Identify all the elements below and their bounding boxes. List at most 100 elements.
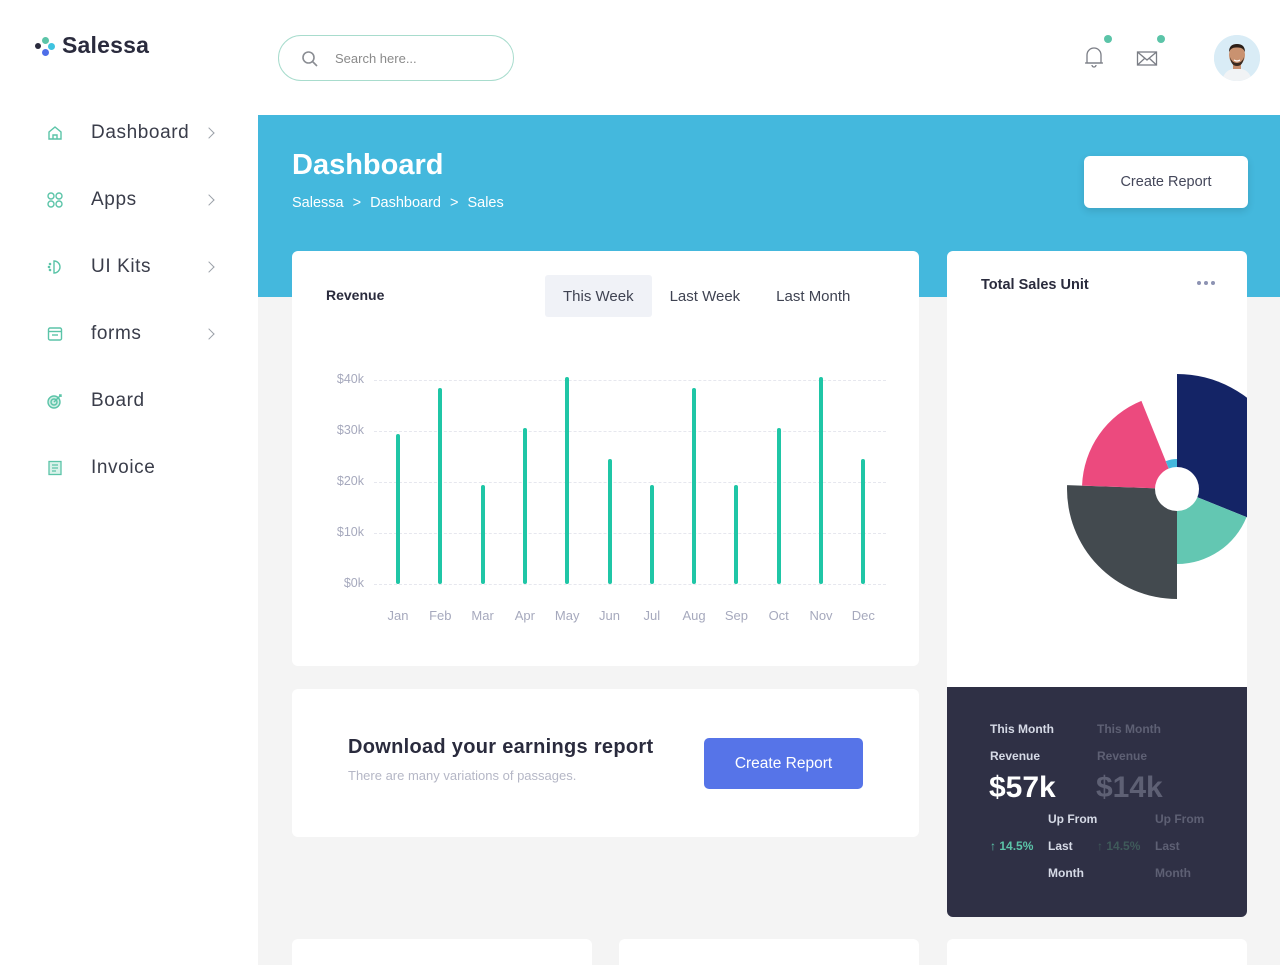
arrow-up-icon: ↑ <box>1097 839 1103 853</box>
x-axis-tick: Apr <box>514 608 535 623</box>
polar-segment[interactable] <box>1067 485 1177 599</box>
chevron-right-icon <box>203 194 215 206</box>
arrow-up-icon: ↑ <box>990 839 996 853</box>
bottom-card <box>292 939 592 965</box>
bar-mar[interactable] <box>480 484 485 584</box>
bar-jan[interactable] <box>396 433 400 584</box>
sidebar-item-board[interactable]: Board <box>44 381 224 421</box>
sidebar-item-label: Dashboard <box>91 122 190 143</box>
stat-up-from: Up From <box>1048 812 1098 826</box>
bottom-card <box>947 939 1247 965</box>
stat-month: Month <box>1048 866 1084 880</box>
stat-last: Last <box>1048 839 1073 853</box>
breadcrumb-salessa[interactable]: Salessa <box>292 195 344 211</box>
mail-icon <box>1136 51 1158 66</box>
brand-logo[interactable]: Salessa <box>34 32 149 59</box>
search-icon[interactable] <box>301 50 319 73</box>
create-report-button[interactable]: Create Report <box>704 738 863 789</box>
bar-feb[interactable] <box>438 387 443 584</box>
y-axis-tick: $20k <box>336 474 364 488</box>
bar-aug[interactable] <box>692 387 697 584</box>
x-axis-tick: Jun <box>599 608 620 623</box>
breadcrumb-separator: > <box>450 195 459 211</box>
polar-center-hole <box>1155 467 1199 511</box>
sidebar-item-label: Board <box>91 390 145 411</box>
x-axis-tick: Oct <box>768 608 789 623</box>
chevron-right-icon <box>203 328 215 340</box>
bar-may[interactable] <box>565 377 570 584</box>
sidebar: Salessa Dashboard Apps UI Kits <box>0 0 258 965</box>
sidebar-item-label: forms <box>91 323 142 344</box>
polar-area-chart <box>1067 374 1247 599</box>
polar-segment[interactable] <box>1082 400 1177 489</box>
download-subtitle: There are many variations of passages. <box>348 768 577 783</box>
notifications-button[interactable] <box>1082 35 1112 70</box>
stat-period: This Month <box>1097 722 1161 736</box>
stat-period: This Month <box>990 722 1054 736</box>
forms-icon <box>44 323 66 345</box>
user-avatar[interactable] <box>1214 35 1260 81</box>
bar-nov[interactable] <box>819 377 823 584</box>
sidebar-item-label: UI Kits <box>91 256 152 277</box>
home-icon <box>44 122 66 144</box>
revenue-bar-chart: $40k $30k $20k $10k $0k Jan Feb Mar Apr May J… <box>322 361 892 641</box>
tab-this-week[interactable]: This Week <box>545 275 652 317</box>
tab-last-month[interactable]: Last Month <box>776 287 851 305</box>
revenue-card: Revenue This Week Last Week Last Month $… <box>292 251 919 666</box>
y-axis-tick: $40k <box>336 372 364 386</box>
stat-label: Revenue <box>990 749 1041 763</box>
create-report-header-button[interactable]: Create Report <box>1084 156 1248 208</box>
sidebar-item-apps[interactable]: Apps <box>44 180 224 220</box>
stat-month: Month <box>1155 866 1191 880</box>
breadcrumb-separator: > <box>352 195 362 211</box>
target-icon <box>44 390 66 412</box>
bell-icon <box>1085 47 1103 68</box>
revenue-period-tabs: This Week Last Week Last Month <box>545 275 868 317</box>
x-axis-tick: Nov <box>809 608 833 623</box>
stat-change: ↑ 14.5% <box>990 839 1034 853</box>
apps-grid-icon <box>44 189 66 211</box>
revenue-stats-panel: This Month Revenue $57k Up From ↑ 14.5% … <box>947 687 1247 917</box>
stat-last: Last <box>1155 839 1180 853</box>
breadcrumb-dashboard[interactable]: Dashboard <box>370 195 441 211</box>
bar-jul[interactable] <box>649 484 654 584</box>
y-axis-tick: $0k <box>343 576 364 590</box>
revenue-title: Revenue <box>326 287 385 303</box>
search-input[interactable] <box>335 46 495 70</box>
bar-dec[interactable] <box>861 459 866 584</box>
bar-jun[interactable] <box>607 459 612 584</box>
invoice-icon <box>44 457 66 479</box>
search-box[interactable] <box>278 35 514 81</box>
sales-unit-title: Total Sales Unit <box>981 277 1089 293</box>
download-title: Download your earnings report <box>348 736 654 758</box>
sidebar-item-invoice[interactable]: Invoice <box>44 448 224 488</box>
breadcrumb-sales[interactable]: Sales <box>467 195 504 211</box>
stat-change: ↑ 14.5% <box>1097 839 1141 853</box>
bar-apr[interactable] <box>522 428 527 584</box>
gridline <box>374 380 886 381</box>
brand-name: Salessa <box>62 32 150 58</box>
stat-value: $57k <box>989 771 1056 804</box>
x-axis-tick: Dec <box>851 608 875 623</box>
ui-kits-icon <box>44 256 66 278</box>
download-report-card: Download your earnings report There are … <box>292 689 919 837</box>
sidebar-item-ui-kits[interactable]: UI Kits <box>44 247 224 287</box>
x-axis-tick: Jul <box>643 608 661 623</box>
tab-last-week[interactable]: Last Week <box>669 287 741 305</box>
stat-label: Revenue <box>1097 749 1148 763</box>
sidebar-item-label: Invoice <box>91 457 156 478</box>
messages-button[interactable] <box>1135 35 1165 70</box>
more-horizontal-icon[interactable] <box>1197 281 1217 289</box>
gridline <box>374 482 886 483</box>
bar-sep[interactable] <box>734 484 739 584</box>
top-header <box>258 0 1280 115</box>
stat-value: $14k <box>1096 771 1163 804</box>
y-axis-tick: $30k <box>336 423 364 437</box>
bar-oct[interactable] <box>776 428 781 584</box>
sidebar-item-forms[interactable]: forms <box>44 314 224 354</box>
gridline <box>374 584 886 585</box>
avatar-image <box>1214 35 1260 81</box>
x-axis-tick: Mar <box>471 608 494 623</box>
polar-segment[interactable] <box>1177 489 1247 564</box>
sidebar-item-dashboard[interactable]: Dashboard <box>44 113 224 153</box>
